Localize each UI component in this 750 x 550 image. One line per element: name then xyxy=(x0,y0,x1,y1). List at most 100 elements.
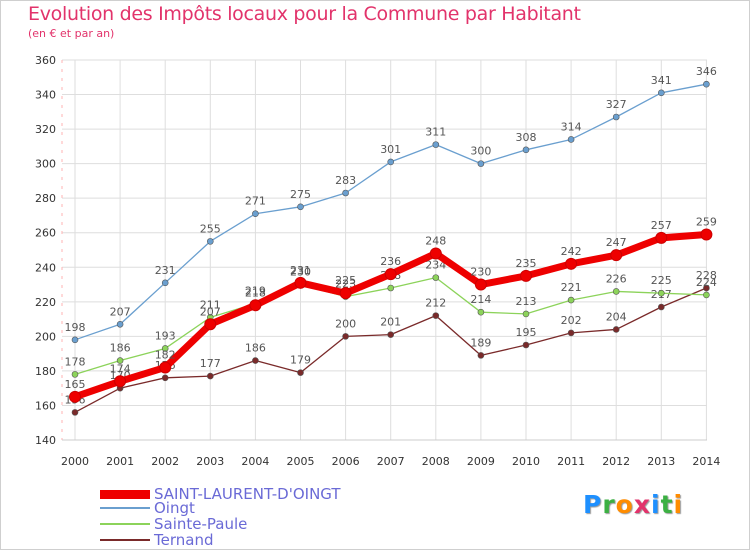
x-tick-label: 2000 xyxy=(61,455,89,468)
data-point xyxy=(297,203,304,211)
data-label: 247 xyxy=(606,236,627,249)
data-label: 198 xyxy=(65,321,86,334)
chart-title: Evolution des Impôts locaux pour la Comm… xyxy=(28,3,581,25)
data-label: 218 xyxy=(245,286,266,299)
data-point xyxy=(207,238,214,245)
data-label: 225 xyxy=(335,274,356,287)
x-tick-label: 2012 xyxy=(602,455,630,468)
data-label: 179 xyxy=(290,354,311,367)
data-label: 230 xyxy=(290,266,311,279)
y-tick-label: 280 xyxy=(35,192,56,205)
y-tick-label: 240 xyxy=(35,261,56,274)
x-tick-label: 2010 xyxy=(512,455,540,468)
data-point xyxy=(161,345,169,352)
data-point xyxy=(703,80,710,88)
data-label: 225 xyxy=(651,274,672,287)
x-tick-label: 2003 xyxy=(196,455,224,468)
data-point xyxy=(477,352,485,359)
legend-swatch xyxy=(100,523,150,525)
data-point xyxy=(252,357,259,364)
data-label: 177 xyxy=(200,357,221,370)
data-label: 186 xyxy=(245,342,266,355)
data-label: 231 xyxy=(290,264,311,277)
y-tick-label: 360 xyxy=(35,54,56,67)
data-point xyxy=(116,357,124,364)
data-point xyxy=(612,113,620,121)
data-point xyxy=(655,231,668,244)
x-tick-label: 2014 xyxy=(692,455,720,468)
data-point xyxy=(703,284,710,292)
legend-item-ternand: Ternand xyxy=(100,531,213,549)
logo-letter: x xyxy=(633,490,651,519)
data-label: 300 xyxy=(470,145,491,158)
data-label: 207 xyxy=(200,305,221,318)
y-tick-label: 160 xyxy=(35,399,56,412)
data-label: 224 xyxy=(696,276,717,289)
data-point xyxy=(657,303,665,311)
data-point xyxy=(432,312,440,319)
data-point xyxy=(71,409,79,416)
data-point xyxy=(522,146,530,154)
legend-swatch xyxy=(100,507,150,509)
data-point xyxy=(657,89,665,97)
data-point xyxy=(387,331,395,338)
logo-letter: o xyxy=(615,490,634,519)
y-tick-label: 220 xyxy=(35,296,56,309)
data-point xyxy=(387,158,395,166)
data-label: 255 xyxy=(200,222,221,235)
data-point xyxy=(700,228,713,241)
data-label: 204 xyxy=(606,310,627,323)
y-tick-label: 320 xyxy=(35,123,56,136)
data-point xyxy=(520,269,532,282)
data-point xyxy=(612,326,620,333)
data-point xyxy=(477,160,485,167)
data-point xyxy=(387,284,395,292)
data-point xyxy=(565,257,578,270)
data-label: 346 xyxy=(696,65,717,78)
data-label: 341 xyxy=(651,74,672,87)
data-point xyxy=(207,372,214,380)
data-label: 235 xyxy=(516,257,537,270)
data-point xyxy=(657,289,665,297)
x-tick-label: 2004 xyxy=(241,455,269,468)
data-label: 231 xyxy=(155,264,176,277)
data-point xyxy=(342,189,349,197)
logo-letter: i xyxy=(651,490,661,519)
data-label: 259 xyxy=(696,215,717,228)
data-label: 214 xyxy=(470,293,491,306)
data-label: 308 xyxy=(516,131,537,144)
data-label: 189 xyxy=(470,336,491,349)
y-tick-label: 180 xyxy=(35,365,56,378)
data-label: 242 xyxy=(561,245,582,258)
data-point xyxy=(161,374,169,382)
data-point xyxy=(612,288,620,295)
data-point xyxy=(116,320,124,328)
data-label: 230 xyxy=(470,266,491,279)
x-tick-label: 2005 xyxy=(287,455,315,468)
data-point xyxy=(204,318,217,331)
x-tick-label: 2008 xyxy=(422,455,450,468)
proxiti-logo: Proxiti xyxy=(583,490,683,519)
data-label: 228 xyxy=(696,269,717,282)
x-tick-label: 2011 xyxy=(557,455,585,468)
data-label: 211 xyxy=(200,298,221,311)
data-label: 182 xyxy=(155,348,176,361)
x-tick-label: 2013 xyxy=(647,455,675,468)
data-label: 165 xyxy=(65,378,86,391)
data-label: 213 xyxy=(516,295,537,308)
data-point xyxy=(522,341,530,349)
data-label: 271 xyxy=(245,195,266,208)
data-point xyxy=(114,375,127,388)
legend-item-saint-laurent: SAINT-LAURENT-D'OINGT xyxy=(100,485,341,503)
data-label: 283 xyxy=(335,174,356,187)
data-label: 195 xyxy=(516,326,537,339)
data-label: 186 xyxy=(110,342,131,355)
data-point xyxy=(294,276,307,289)
logo-letter: t xyxy=(660,490,674,519)
data-point xyxy=(522,310,530,318)
legend-swatch xyxy=(100,539,150,541)
data-label: 327 xyxy=(606,98,627,111)
x-tick-label: 2002 xyxy=(151,455,179,468)
data-point xyxy=(703,291,710,299)
